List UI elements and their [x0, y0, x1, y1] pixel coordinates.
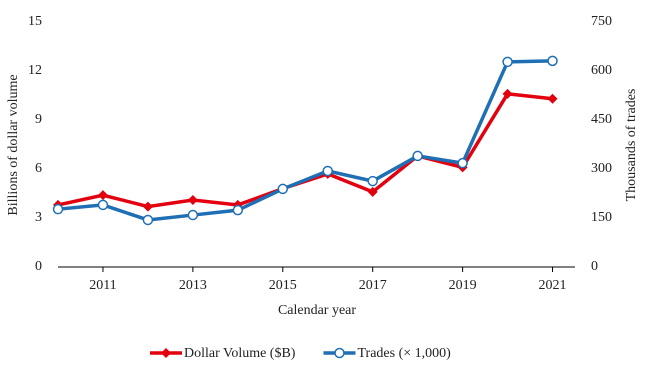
y-tick-label: 12	[28, 63, 42, 78]
point	[457, 157, 468, 169]
point	[412, 150, 423, 162]
y2-tick-label: 750	[591, 14, 612, 29]
y-tick-label: 6	[35, 161, 42, 176]
x-tick-label: 2019	[449, 278, 477, 293]
y2-tick-label: 0	[591, 259, 598, 274]
y2-tick-label: 300	[591, 161, 612, 176]
y-tick-label: 15	[28, 14, 42, 29]
point	[502, 56, 513, 68]
point	[187, 209, 199, 221]
y-axis-label: Billions of dollar volume	[6, 74, 21, 215]
x-axis-label: Calendar year	[278, 303, 356, 318]
y-tick-label: 9	[35, 112, 42, 127]
point	[232, 204, 244, 216]
series-line	[57, 92, 553, 209]
point	[547, 93, 558, 104]
y2-tick-label: 150	[591, 210, 612, 225]
x-tick-label: 2021	[539, 278, 567, 293]
point	[52, 203, 64, 215]
point	[502, 88, 513, 99]
point	[367, 186, 378, 197]
y-tick-label: 3	[35, 210, 42, 225]
legend-marker	[334, 347, 345, 359]
point	[97, 190, 108, 201]
x-tick-label: 2015	[269, 278, 297, 293]
x-tick-label: 2011	[89, 278, 116, 293]
point	[97, 199, 109, 211]
y2-tick-label: 600	[591, 63, 612, 78]
legend-label: Dollar Volume ($B)	[184, 346, 296, 361]
point	[142, 201, 153, 212]
y2-tick-label: 450	[591, 112, 612, 127]
x-tick-label: 2017	[359, 278, 387, 293]
y-tick-label: 0	[35, 259, 42, 274]
point	[367, 175, 378, 187]
legend-label: Trades (× 1,000)	[357, 346, 451, 361]
point	[547, 55, 558, 67]
point	[142, 214, 154, 226]
point	[277, 183, 289, 195]
series-line	[57, 59, 553, 222]
y2-axis-label: Thousands of trades	[624, 89, 639, 202]
legend-marker	[161, 348, 171, 358]
point	[187, 195, 198, 206]
x-tick-label: 2013	[179, 278, 207, 293]
point	[322, 165, 333, 177]
